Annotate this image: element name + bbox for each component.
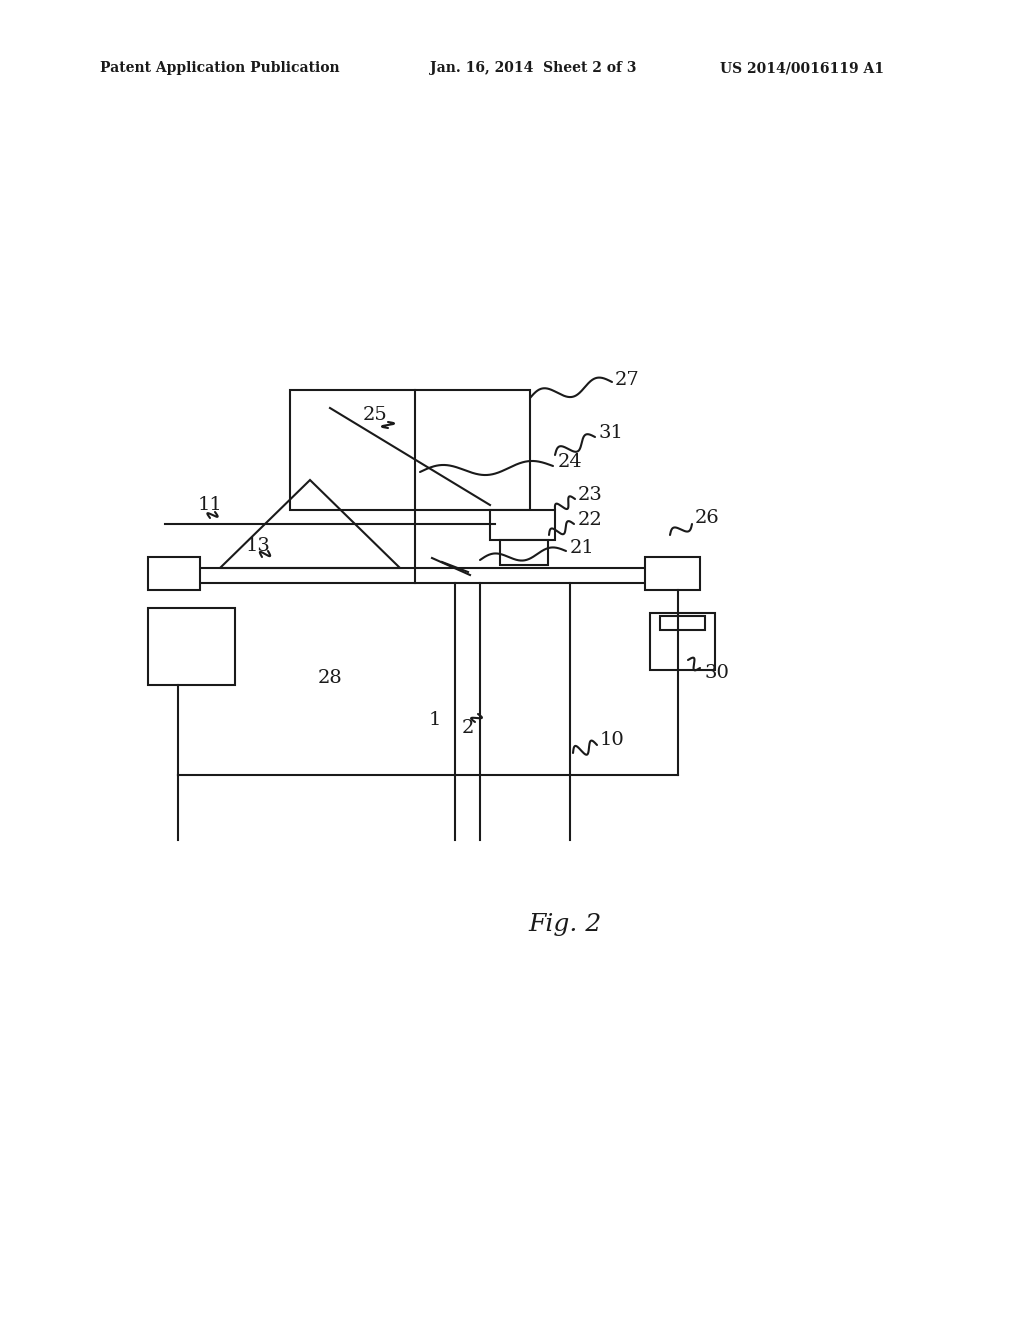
Text: 28: 28 bbox=[318, 669, 343, 686]
Text: 13: 13 bbox=[246, 537, 271, 554]
Bar bbox=[645, 557, 700, 590]
Bar bbox=[490, 510, 555, 540]
Bar bbox=[148, 557, 200, 590]
Text: 31: 31 bbox=[598, 424, 623, 442]
Text: 25: 25 bbox=[362, 407, 387, 424]
Text: 23: 23 bbox=[578, 486, 603, 504]
Text: Patent Application Publication: Patent Application Publication bbox=[100, 61, 340, 75]
Text: Jan. 16, 2014  Sheet 2 of 3: Jan. 16, 2014 Sheet 2 of 3 bbox=[430, 61, 637, 75]
Text: 27: 27 bbox=[615, 371, 640, 389]
Text: US 2014/0016119 A1: US 2014/0016119 A1 bbox=[720, 61, 884, 75]
Text: Fig. 2: Fig. 2 bbox=[528, 913, 602, 936]
Text: 30: 30 bbox=[705, 664, 730, 682]
Bar bbox=[500, 540, 548, 565]
Text: 11: 11 bbox=[198, 496, 223, 513]
Text: 10: 10 bbox=[600, 731, 625, 748]
Text: 24: 24 bbox=[558, 453, 583, 471]
Bar bbox=[160, 568, 680, 583]
Text: 2: 2 bbox=[462, 719, 474, 737]
Bar bbox=[660, 616, 705, 630]
Text: 22: 22 bbox=[578, 511, 603, 529]
Text: 1: 1 bbox=[429, 711, 441, 729]
Bar bbox=[650, 612, 715, 671]
Text: 21: 21 bbox=[570, 539, 595, 557]
Bar bbox=[290, 389, 530, 510]
Text: 26: 26 bbox=[695, 510, 720, 527]
Bar bbox=[148, 609, 234, 685]
